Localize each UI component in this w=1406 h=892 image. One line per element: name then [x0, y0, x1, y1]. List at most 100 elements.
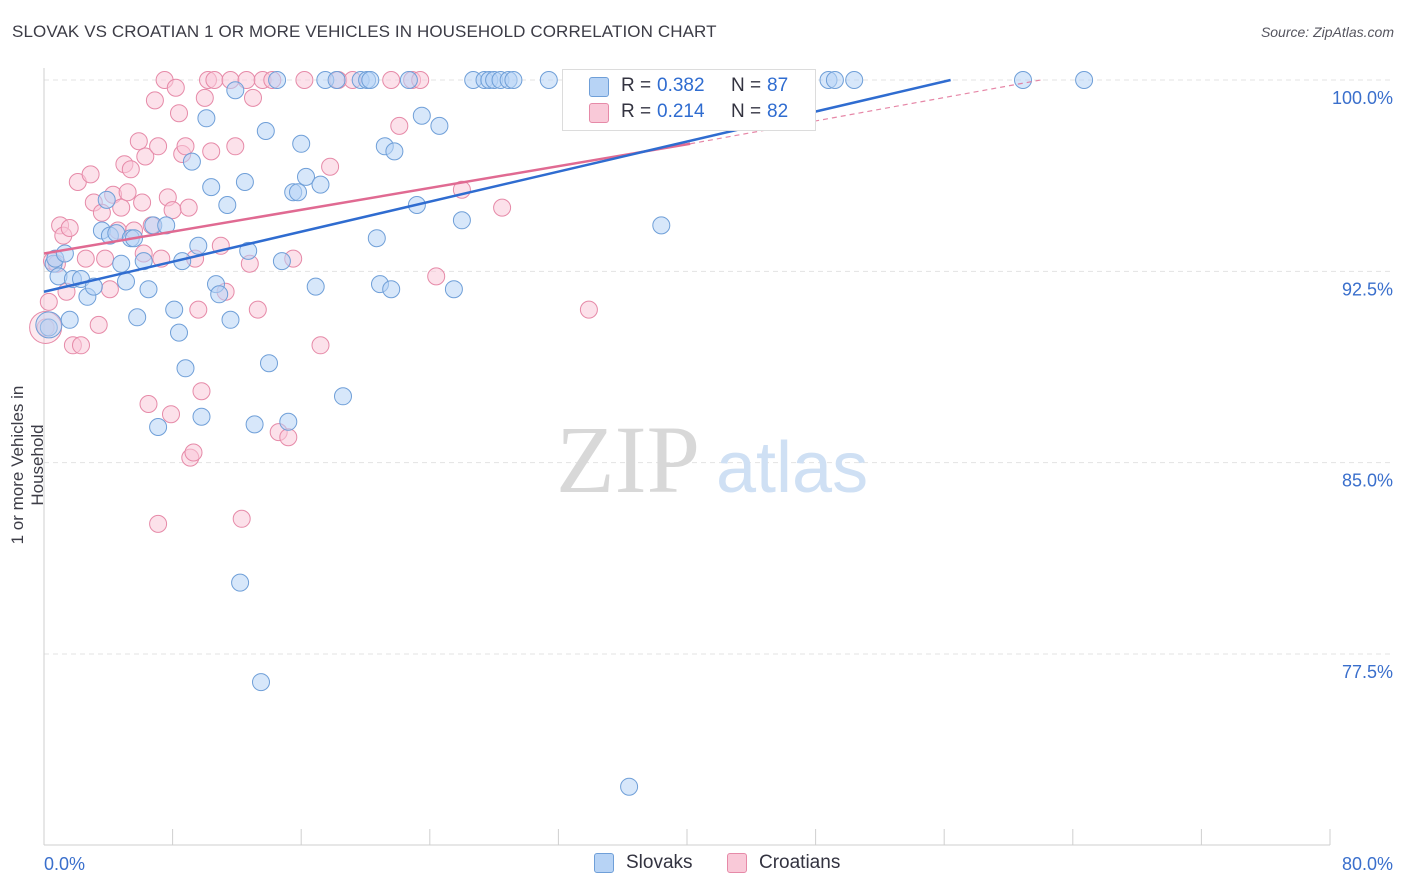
- data-point: [232, 509, 251, 528]
- data-point: [252, 673, 270, 692]
- gridlines: [44, 79, 1392, 655]
- croatians-legend-swatch: [727, 853, 747, 873]
- data-point: [452, 211, 471, 230]
- data-point: [235, 173, 254, 191]
- data-point: [117, 272, 135, 291]
- data-point: [245, 415, 264, 434]
- data-point: [133, 193, 152, 212]
- data-point: [189, 236, 208, 255]
- data-point: [221, 310, 240, 329]
- data-point: [89, 315, 108, 334]
- tick-labels: 100.0% 92.5% 85.0% 77.5% 0.0% 80.0%: [44, 88, 1393, 874]
- data-point: [195, 88, 214, 107]
- data-point: [112, 198, 131, 217]
- slovaks-legend-swatch: [594, 853, 614, 873]
- data-point: [412, 106, 431, 125]
- data-point: [96, 249, 115, 268]
- y-tick-label: 85.0%: [1342, 471, 1393, 491]
- r-label: R =: [621, 101, 652, 122]
- data-point: [189, 300, 208, 319]
- data-point: [268, 71, 287, 89]
- data-point: [39, 318, 58, 337]
- data-point: [295, 71, 314, 89]
- data-point: [272, 252, 291, 271]
- data-point: [382, 280, 401, 299]
- data-point: [162, 405, 180, 424]
- data-point: [292, 134, 311, 153]
- correlation-legend: R = 0.382 N = 87 R = 0.214 N = 82: [562, 69, 816, 131]
- data-point: [382, 71, 401, 89]
- data-point: [504, 71, 523, 89]
- data-point: [149, 418, 168, 436]
- data-point: [361, 71, 380, 89]
- data-point: [35, 311, 63, 339]
- data-point: [430, 116, 449, 135]
- data-point: [248, 300, 267, 319]
- data-point: [197, 109, 216, 128]
- croatians-swatch: [589, 103, 609, 123]
- data-point: [444, 280, 463, 299]
- croatians-trend-line: [43, 142, 691, 255]
- data-point: [334, 387, 352, 406]
- data-point: [121, 160, 140, 179]
- n-value: 82: [767, 101, 789, 122]
- data-point: [399, 71, 418, 89]
- data-point: [182, 152, 201, 171]
- data-point: [390, 116, 409, 135]
- data-point: [136, 147, 155, 166]
- data-point: [76, 249, 95, 268]
- data-point: [321, 157, 340, 176]
- axes: [43, 68, 1331, 846]
- data-point: [825, 71, 844, 89]
- n-value: 87: [767, 75, 789, 96]
- data-point: [170, 104, 188, 123]
- data-point: [226, 81, 245, 100]
- x-tick-label: 0.0%: [44, 854, 85, 874]
- data-point: [97, 190, 116, 209]
- r-label: R =: [621, 75, 652, 96]
- data-point: [311, 175, 330, 194]
- data-point: [260, 354, 278, 373]
- data-point: [192, 407, 211, 426]
- data-point: [210, 285, 229, 304]
- data-point: [244, 88, 262, 107]
- slovaks-swatch: [589, 77, 609, 97]
- data-point: [311, 336, 330, 355]
- data-point: [202, 142, 221, 161]
- data-point: [289, 183, 307, 202]
- data-point: [179, 198, 198, 217]
- data-point: [427, 267, 446, 286]
- data-point: [60, 219, 79, 237]
- data-point: [539, 71, 558, 89]
- data-point: [256, 122, 275, 140]
- source-label: Source: ZipAtlas.com: [1260, 24, 1394, 40]
- data-point: [145, 91, 164, 110]
- data-point: [139, 280, 158, 299]
- data-point: [239, 241, 258, 260]
- data-point: [327, 71, 346, 89]
- data-point: [170, 323, 188, 342]
- data-point: [226, 137, 245, 156]
- legend-row-slovaks: R = 0.382 N = 87: [563, 75, 815, 99]
- y-tick-label: 92.5%: [1342, 279, 1393, 299]
- data-point: [55, 244, 74, 263]
- data-point: [128, 308, 147, 327]
- watermark-zip: ZIP: [556, 406, 700, 513]
- data-point: [184, 443, 203, 462]
- data-point: [579, 300, 598, 319]
- data-point: [149, 137, 168, 156]
- data-point: [1014, 71, 1032, 89]
- data-point: [493, 198, 512, 217]
- data-point: [129, 132, 148, 151]
- data-point: [176, 359, 195, 378]
- data-point: [139, 395, 158, 413]
- watermark-atlas: atlas: [716, 428, 868, 508]
- r-value: 0.382: [657, 75, 705, 96]
- data-point: [100, 280, 119, 299]
- data-point: [60, 310, 79, 329]
- data-point: [205, 71, 224, 89]
- data-point: [297, 167, 315, 186]
- y-tick-label: 100.0%: [1332, 88, 1393, 108]
- x-tick-label: 80.0%: [1342, 854, 1393, 874]
